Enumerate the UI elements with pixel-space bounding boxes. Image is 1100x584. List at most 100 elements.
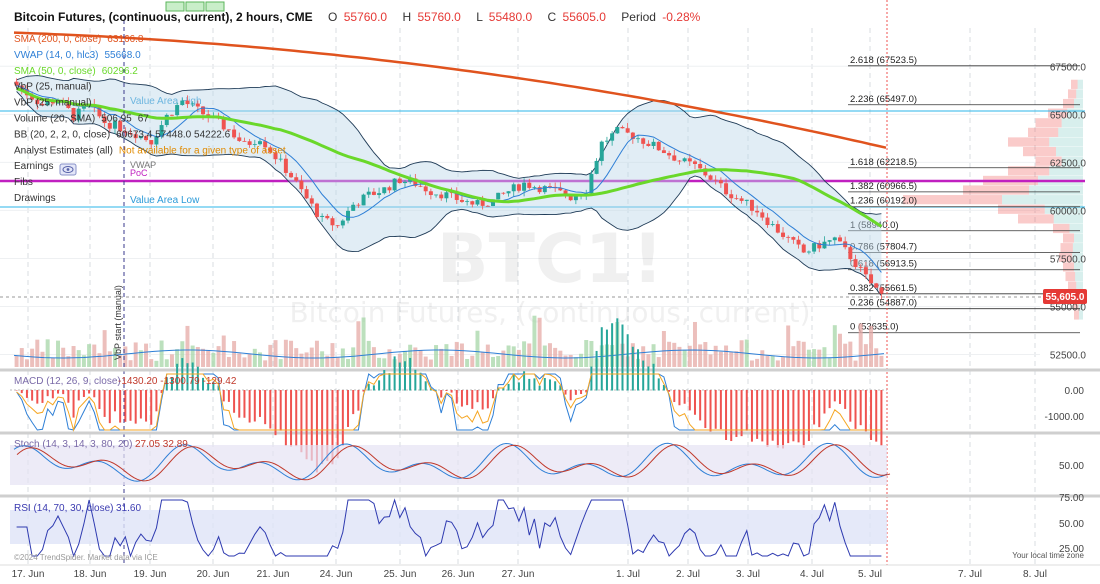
legend-item[interactable]: SMA (50, 0, close) 60296.2 [14,66,138,77]
macd-histogram-bar [699,390,702,421]
macd-histogram-bar [222,390,225,402]
candle-down [128,133,133,135]
vbp-bar-down [1023,146,1056,157]
macd-histogram-bar [833,390,836,402]
volume-bar-down [698,344,703,367]
candle-down [547,186,552,187]
candle-up [806,251,811,253]
macd-histogram-bar [51,390,54,399]
macd-histogram-bar [36,390,39,404]
candle-up [252,144,257,145]
candle-up [138,136,143,139]
timezone-label[interactable]: Your local time zone [1012,551,1084,560]
candle-up [589,173,594,194]
volume-bar-up [496,356,501,367]
volume-bar-up [351,347,356,367]
volume-bar-down [201,348,206,367]
macd-histogram-bar [849,390,852,422]
legend-item[interactable]: SMA (200, 0, close) 63166.8 [14,34,144,45]
candle-down [672,155,677,161]
macd-histogram-bar [238,390,241,418]
volume-bar-down [786,325,791,367]
candle-down [195,103,200,107]
toolbar-toggle-2[interactable] [185,1,205,12]
vbp-bar-up [1069,223,1083,234]
legend-item[interactable]: VbP (25, manual) [14,82,92,93]
macd-histogram-bar [202,377,205,391]
macd-histogram-bar [662,384,665,391]
volume-bar-up [45,339,50,367]
candle-down [237,137,242,141]
volume-bar-down [454,341,459,367]
price-axis[interactable]: 67500.0 65000.0 62500.0 60000.0 57500.0 55000… [1050,62,1087,361]
candle-down [646,143,651,146]
macd-histogram-bar [875,390,878,442]
macd-histogram-bar [419,372,422,391]
macd-histogram-bar [300,390,303,453]
candle-down [449,192,454,194]
candle-down [739,198,744,201]
candle-up [154,136,159,145]
period-value: -0.28% [662,10,700,24]
vbp-bar-down [963,185,1029,195]
macd-histogram-bar [331,390,334,465]
volume-bar-down [459,343,464,367]
volume-bar-down [537,317,542,367]
volume-bar-down [232,341,237,367]
candle-down [625,128,630,133]
vbp-bar-down [1063,233,1074,243]
date-tick-label: 2. Jul [676,569,700,580]
volume-bar-down [692,321,697,367]
legend-item[interactable]: VbP (25, manual) [14,98,92,109]
macd-histogram-bar [347,390,350,427]
earnings-toggle[interactable] [59,163,77,176]
eye-pupil-icon [66,168,70,171]
candle-up [382,187,387,194]
macd-histogram-bar [176,363,179,391]
macd-histogram-bar [440,390,443,398]
macd-histogram-bar [637,349,640,391]
date-axis[interactable]: 17. Jun 18. Jun 19. Jun 20. Jun 21. Jun 24. J… [12,569,1047,580]
macd-histogram-bar [403,361,406,391]
legend-item[interactable]: Fibs [14,177,33,188]
volume-bar-down [501,350,506,367]
candle-down [201,106,206,115]
vbp-bar-down [1068,281,1077,291]
macd-histogram-bar [693,390,696,415]
macd-histogram-bar [227,390,230,402]
pane-toolbar[interactable] [165,1,225,12]
toolbar-toggle-1[interactable] [165,1,185,12]
candle-down [848,247,853,260]
legend-item[interactable]: Earnings [14,161,53,172]
macd-histogram-bar [378,380,381,391]
candle-down [299,180,304,190]
macd-histogram-bar [460,390,463,407]
legend-item[interactable]: Analyst Estimates (all) Not available for… [14,145,286,156]
volume-bar-up [573,357,578,367]
symbol-title[interactable]: Bitcoin Futures, (continuous, current), … [14,10,313,24]
legend-item[interactable]: VWAP (14, 0, hlc3) 55668.0 [14,50,141,61]
macd-histogram-bar [119,390,122,423]
volume-bar-down [739,340,744,367]
macd-histogram-bar [124,390,127,422]
volume-bar-up [832,325,837,367]
volume-bar-down [92,344,97,367]
indicator-legend[interactable]: SMA (200, 0, close) 63166.8 VWAP (14, 0, h… [14,34,286,204]
candle-down [853,259,858,268]
volume-bar-down [237,353,242,367]
candle-down [765,217,770,226]
volume-bar-down [242,357,247,367]
volume-bar-down [289,340,294,367]
candle-down [40,103,45,106]
toolbar-toggle-3[interactable] [205,1,225,12]
candle-down [791,237,796,240]
copyright: ©2024 TrendSpider. Market data via ICE [14,553,158,562]
legend-item[interactable]: Volume (20, SMA) 506.95 67 [14,114,149,125]
rsi-tick-1: 50.00 [1059,519,1084,530]
macd-histogram-bar [590,366,593,391]
legend-item[interactable]: BB (20, 2, 2, 0, close) 60673.4 57448.0 5… [14,129,231,140]
legend-item[interactable]: Drawings [14,193,56,204]
volume-bar-up [154,360,159,367]
candle-down [858,267,863,268]
